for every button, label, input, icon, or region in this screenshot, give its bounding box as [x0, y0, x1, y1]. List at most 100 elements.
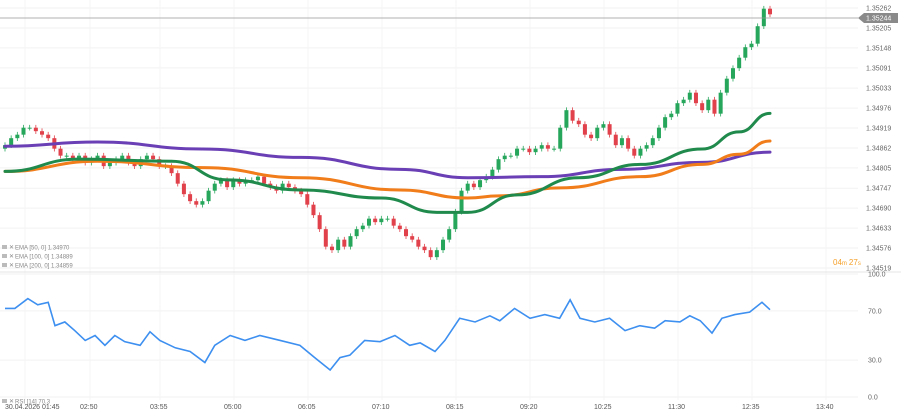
price-tick-label: 1.35091 — [866, 65, 891, 72]
rsi-tick-label: 30.0 — [868, 358, 882, 365]
candle-body — [626, 138, 631, 149]
candle-body — [718, 92, 723, 114]
candle-body — [360, 225, 365, 230]
candle-body — [9, 138, 14, 146]
price-tick-label: 1.34519 — [866, 266, 891, 273]
price-tick-label: 1.35205 — [866, 25, 891, 32]
svg-text:✕: ✕ — [9, 263, 14, 269]
candle-body — [237, 180, 242, 184]
candle-countdown: 04m 27s — [833, 258, 861, 267]
candle-body — [521, 148, 526, 150]
candle-body — [299, 190, 304, 195]
candle-body — [385, 218, 390, 220]
legend-ema50[interactable]: ✕ EMA [50, 0] 1.34970 — [2, 245, 70, 252]
candle-body — [527, 148, 532, 153]
candle-body — [107, 162, 112, 167]
svg-text:EMA [200, 0] 1.34859: EMA [200, 0] 1.34859 — [15, 264, 73, 270]
candle-body — [453, 211, 458, 230]
svg-text:EMA [100, 0] 1.34889: EMA [100, 0] 1.34889 — [15, 255, 73, 261]
candle-body — [33, 127, 38, 132]
candle-body — [428, 250, 433, 258]
candle-body — [64, 155, 69, 157]
current-price-value: 1.35244 — [866, 16, 891, 23]
legend-ema100[interactable]: ✕ EMA [100, 0] 1.34889 — [2, 254, 73, 261]
time-tick-label: 07:10 — [372, 404, 390, 411]
candle-body — [490, 169, 495, 177]
candle-body — [508, 155, 513, 157]
candle-body — [675, 103, 680, 114]
legend-ema200[interactable]: ✕ EMA [200, 0] 1.34859 — [2, 263, 73, 270]
candle-body — [397, 225, 402, 230]
candle-body — [749, 43, 754, 48]
candle-body — [231, 180, 236, 188]
rsi-axis: 100.0 70.0 30.0 0.0 — [868, 272, 886, 402]
ema-line-50 — [3, 111, 772, 214]
candle-body — [262, 176, 267, 184]
grid — [0, 0, 858, 400]
candle-body — [663, 117, 668, 128]
candle-body — [743, 47, 748, 58]
candle-body — [206, 190, 211, 202]
time-tick-label: 10:25 — [594, 404, 612, 411]
candle-body — [373, 218, 378, 223]
candle-body — [404, 229, 409, 237]
candles — [2, 5, 773, 260]
candle-body — [218, 180, 223, 184]
candle-body — [638, 148, 643, 156]
price-tick-label: 1.35262 — [866, 6, 891, 13]
candle-body — [601, 124, 606, 128]
candle-body — [348, 236, 353, 247]
candle-body — [539, 145, 544, 149]
candle-body — [693, 92, 698, 104]
price-tick-label: 1.34862 — [866, 145, 891, 152]
time-tick-label: 11:30 — [668, 404, 685, 411]
candle-body — [441, 239, 446, 251]
candle-body — [151, 155, 156, 160]
candle-body — [379, 218, 384, 223]
candle-body — [305, 194, 310, 205]
price-tick-label: 1.34633 — [866, 226, 891, 233]
candle-body — [336, 239, 341, 251]
candle-body — [761, 8, 766, 27]
candle-body — [564, 110, 569, 128]
candle-body — [323, 229, 328, 247]
candle-body — [40, 131, 45, 135]
candle-body — [767, 8, 773, 15]
candle-body — [687, 92, 692, 100]
price-tick-label: 1.35148 — [866, 45, 891, 52]
time-tick-label: 30.04.2026 01:45 — [5, 404, 60, 411]
candle-body — [434, 250, 439, 258]
candle-body — [21, 127, 26, 135]
candle-body — [656, 127, 661, 139]
candle-body — [478, 180, 483, 188]
candle-body — [391, 218, 396, 226]
price-tick-label: 1.34919 — [866, 126, 891, 133]
ema-legend: ✕ EMA [50, 0] 1.34970 ✕ EMA [100, 0] 1.3… — [2, 245, 73, 270]
candle-body — [632, 148, 637, 156]
candle-body — [212, 183, 217, 191]
candle-body — [737, 57, 742, 69]
candle-body — [225, 180, 230, 188]
candle-body — [77, 155, 82, 160]
time-tick-label: 13:40 — [816, 404, 834, 411]
candle-body — [595, 127, 600, 139]
rsi-tick-label: 70.0 — [868, 308, 882, 315]
candle-body — [422, 246, 427, 251]
time-tick-label: 08:15 — [446, 404, 464, 411]
candle-body — [342, 239, 347, 247]
time-axis: 30.04.2026 01:45 02:50 03:55 05:00 06:05 07:1… — [5, 404, 834, 411]
time-tick-label: 12:35 — [742, 404, 760, 411]
candle-body — [459, 190, 464, 212]
candle-body — [724, 78, 729, 93]
rsi-tick-label: 0.0 — [868, 395, 878, 402]
candle-body — [681, 99, 686, 104]
time-tick-label: 06:05 — [298, 404, 316, 411]
candle-body — [552, 148, 557, 150]
candle-body — [311, 204, 316, 216]
candle-body — [410, 236, 415, 240]
price-tick-label: 1.34976 — [866, 106, 891, 113]
candle-body — [280, 183, 285, 191]
candle-body — [669, 113, 674, 118]
candle-body — [188, 194, 193, 202]
